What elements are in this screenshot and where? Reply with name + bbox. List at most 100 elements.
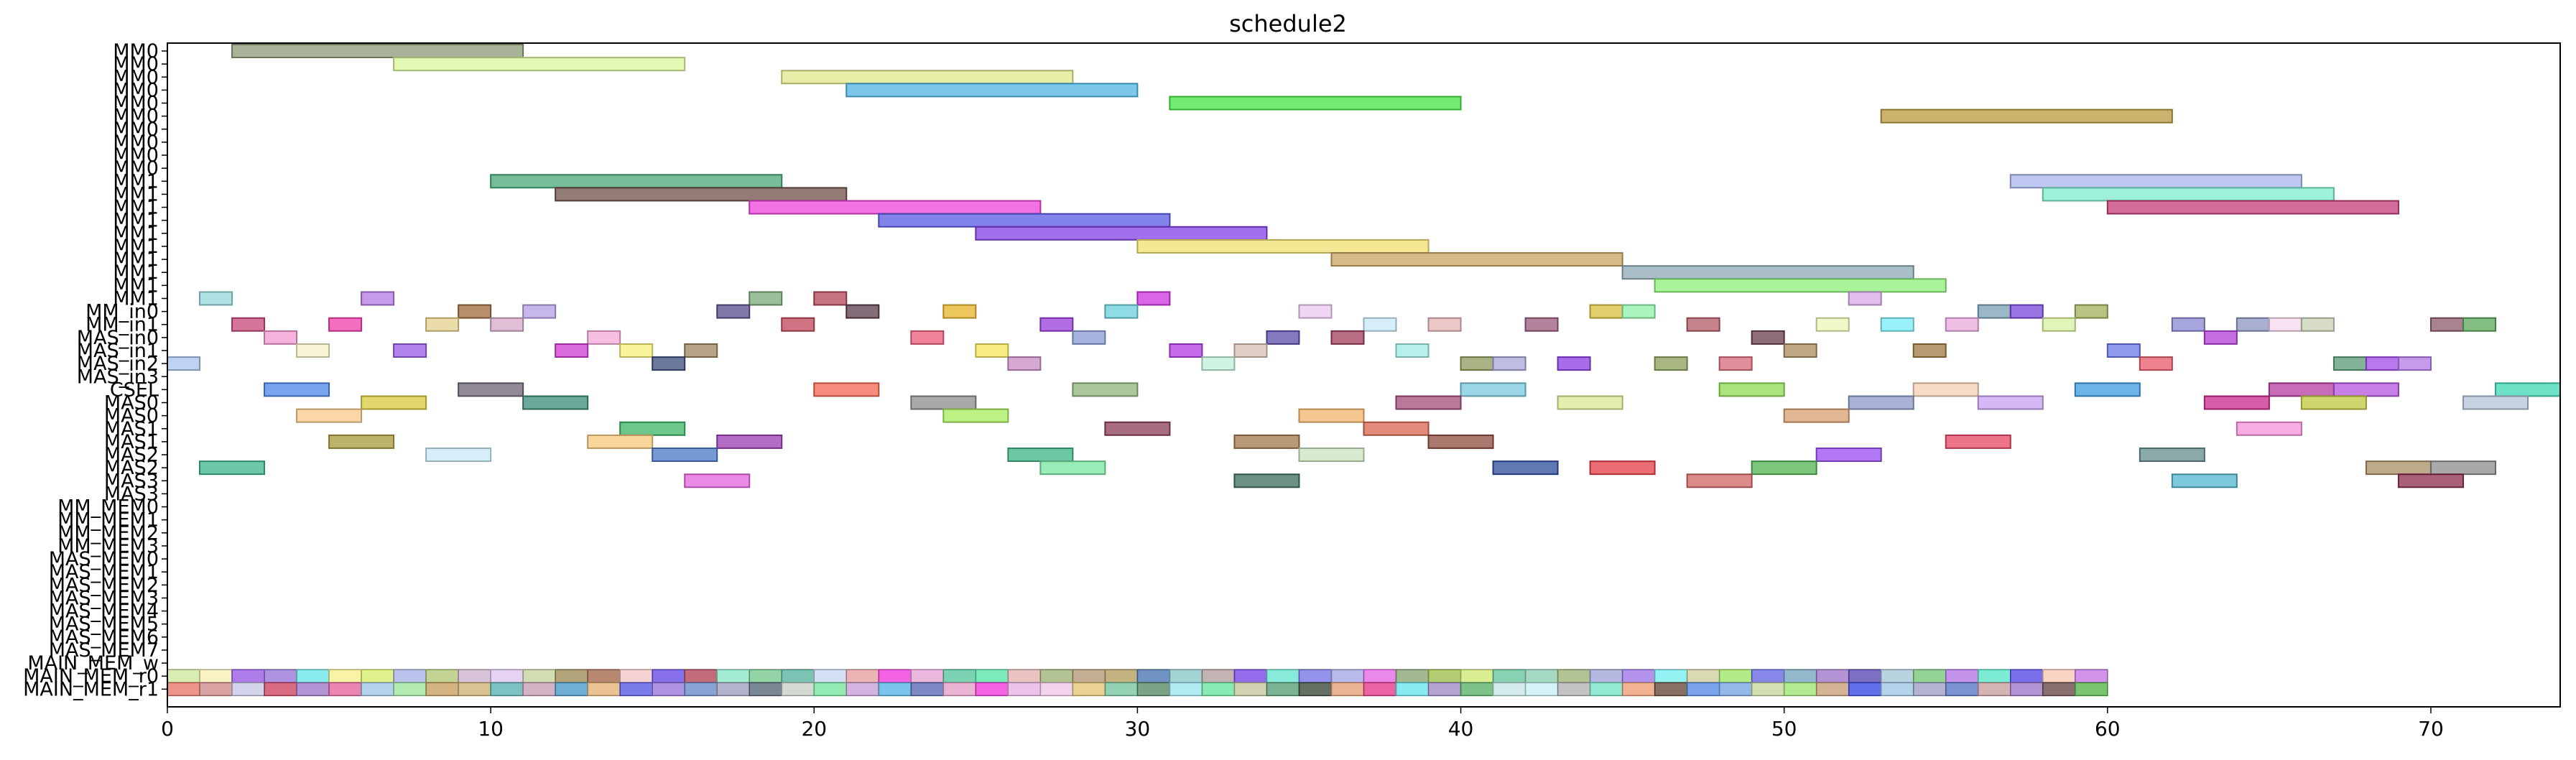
task-bar	[1169, 96, 1462, 111]
task-bar	[328, 434, 395, 449]
mem-tile	[1815, 669, 1850, 683]
y-tick-label: CSEL	[110, 379, 159, 401]
task-bar	[652, 448, 718, 463]
task-bar	[975, 343, 1009, 358]
mem-tile	[1039, 669, 1074, 683]
mem-tile	[1718, 669, 1753, 683]
task-bar	[167, 356, 201, 371]
mem-tile	[619, 669, 653, 683]
y-tick-label: MM0	[113, 106, 159, 128]
mem-tile	[1718, 682, 1753, 697]
task-bar	[458, 382, 524, 397]
mem-tile	[296, 669, 330, 683]
task-bar	[328, 317, 363, 332]
mem-tile	[1427, 669, 1462, 683]
x-tick-label: 60	[2095, 717, 2121, 741]
mem-tile	[845, 669, 880, 683]
task-bar	[2268, 382, 2335, 397]
mem-tile	[878, 682, 912, 697]
task-bar	[425, 448, 492, 463]
y-tick-label: MAS_in1	[77, 340, 159, 362]
mem-tile	[1621, 682, 1656, 697]
x-tick-label: 20	[801, 717, 827, 741]
mem-tile	[1136, 682, 1171, 697]
mem-tile	[296, 682, 330, 697]
mem-tile	[361, 669, 394, 683]
task-bar	[942, 408, 1009, 423]
x-axis: 0 10 20 30 40 50 60 70	[161, 707, 2444, 741]
task-bar	[393, 57, 686, 72]
mem-tile	[167, 669, 200, 683]
mem-tile	[425, 669, 459, 683]
task-bar	[1363, 317, 1397, 332]
mem-tile	[555, 669, 588, 683]
task-bar	[2074, 382, 2141, 397]
task-bar	[1298, 304, 1333, 319]
y-tick-label: MAS_MEM2	[49, 574, 159, 596]
task-bar	[231, 317, 266, 332]
y-tick-label: MAIN_MEM_w	[27, 652, 159, 675]
mem-tile	[393, 682, 427, 697]
y-tick-label: MM0	[113, 66, 159, 88]
mem-tile	[1460, 682, 1494, 697]
y-tick-label: MAS_MEM6	[49, 626, 159, 649]
mem-tile	[1072, 669, 1106, 683]
y-tick-label: MAS3	[104, 483, 159, 505]
mem-tile	[1815, 682, 1850, 697]
x-tick-label: 40	[1448, 717, 1474, 741]
mem-tile	[264, 682, 297, 697]
task-bar	[2009, 174, 2302, 189]
y-tick-label: MM1	[113, 210, 159, 232]
mem-tile	[716, 682, 750, 697]
mem-tile	[684, 669, 718, 683]
task-bar	[975, 226, 1268, 241]
mem-tile	[2075, 682, 2108, 697]
task-bar	[2397, 356, 2432, 371]
task-bar	[296, 343, 330, 358]
task-bar	[1298, 448, 1365, 463]
mem-tile	[1524, 669, 1559, 683]
task-bar	[619, 343, 654, 358]
task-bar	[587, 330, 621, 345]
mem-tile	[813, 682, 848, 697]
task-bar	[1524, 317, 1559, 332]
y-tick-label: MM1	[113, 223, 159, 245]
task-bar	[231, 44, 524, 58]
mem-tile	[749, 682, 783, 697]
task-bar	[2139, 356, 2173, 371]
mem-tile	[231, 682, 265, 697]
task-bar	[2074, 304, 2108, 319]
y-tick-label: MM1	[113, 274, 159, 297]
mem-tile	[1266, 682, 1300, 697]
task-bar	[2042, 317, 2076, 332]
y-tick-label: MM1	[113, 197, 159, 219]
mem-tile	[1007, 682, 1042, 697]
x-tick-label: 10	[478, 717, 504, 741]
task-bar	[1201, 356, 1236, 371]
y-tick-label: MM1	[113, 287, 159, 310]
mem-tile	[1912, 682, 1947, 697]
y-tick-label: MM0	[113, 119, 159, 141]
mem-tile	[1169, 682, 1203, 697]
task-bar	[425, 317, 460, 332]
task-bar	[2462, 395, 2529, 410]
task-bar	[555, 343, 589, 358]
task-bar	[2300, 317, 2335, 332]
mem-tile	[1007, 669, 1042, 683]
task-bar	[2171, 473, 2238, 488]
mem-tile	[1233, 682, 1268, 697]
y-tick-label: MAS_in0	[77, 327, 159, 349]
task-bar	[1395, 395, 1462, 410]
mem-tile	[652, 669, 685, 683]
task-bar	[2365, 460, 2432, 476]
task-bar	[1654, 278, 1947, 293]
mem-tile	[328, 669, 362, 683]
task-bar	[490, 174, 783, 189]
y-tick-label: MAS_MEM1	[49, 561, 159, 583]
task-bar	[2203, 395, 2270, 410]
y-tick-label: MM0	[113, 131, 159, 154]
mem-tile	[942, 669, 977, 683]
y-tick-label: MAS_MEM7	[49, 639, 159, 662]
mem-tile	[684, 682, 718, 697]
